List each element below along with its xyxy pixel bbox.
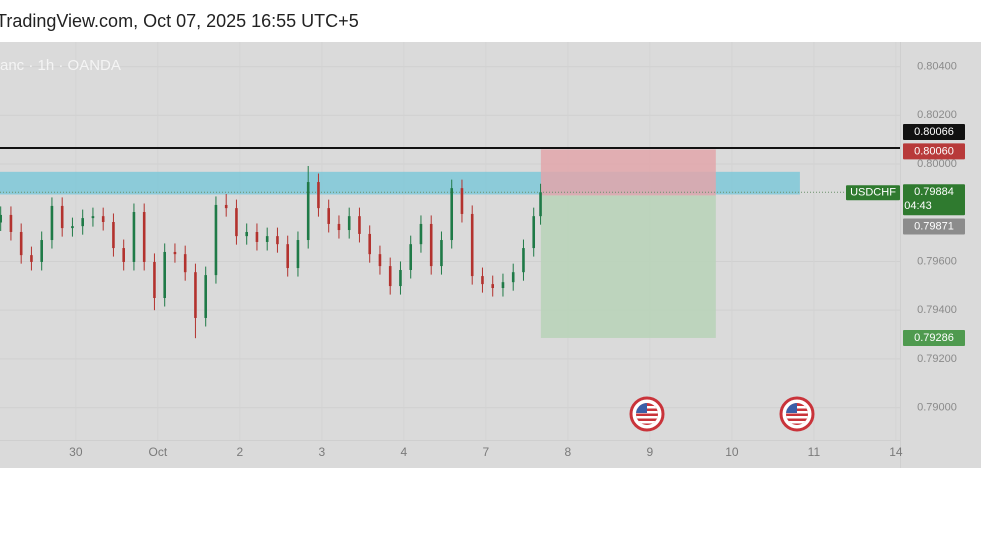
- x-tick-label: 10: [725, 445, 739, 459]
- target-box: [540, 195, 716, 338]
- x-tick-label: 9: [647, 445, 654, 459]
- x-tick-label: 2: [237, 445, 244, 459]
- candle-body: [50, 205, 54, 241]
- candle-body: [286, 244, 289, 269]
- candle-body: [214, 204, 218, 276]
- y-tick-label: 0.79400: [917, 304, 957, 316]
- candle-body: [327, 208, 331, 224]
- candle-body: [419, 223, 423, 245]
- x-tick-label: 7: [483, 445, 490, 459]
- candle-body: [173, 251, 177, 255]
- candle-body: [368, 233, 372, 255]
- candle-body: [276, 236, 279, 245]
- candle-body: [224, 204, 228, 209]
- countdown-label: 04:43: [904, 200, 932, 212]
- candle-body: [194, 272, 197, 318]
- x-tick-label: 11: [808, 445, 821, 459]
- price-tag-label: 0.79884: [914, 186, 954, 198]
- candle-body: [153, 261, 156, 298]
- candle-body: [306, 182, 310, 241]
- x-tick-label: 14: [889, 445, 903, 459]
- price-tag: [903, 329, 965, 346]
- x-tick-label: 30: [69, 445, 83, 459]
- candle-body: [30, 255, 33, 262]
- price-tag: [903, 218, 965, 235]
- candle-body: [81, 218, 84, 227]
- x-tick-label: 3: [319, 445, 326, 459]
- chart-title: anc · 1h · OANDA: [0, 57, 121, 74]
- candle-body: [91, 216, 95, 219]
- candle-body: [255, 231, 259, 242]
- candle-body: [265, 236, 269, 242]
- candle-body: [163, 251, 166, 298]
- price-tag: [903, 184, 965, 216]
- candle-body: [101, 216, 105, 223]
- y-tick-label: 0.80000: [917, 158, 957, 170]
- price-tag: [903, 143, 965, 160]
- price-tag-label: 0.80066: [914, 126, 954, 138]
- candle-body: [112, 222, 115, 249]
- candle-body: [245, 231, 248, 237]
- candle-body: [142, 212, 146, 262]
- event-icon[interactable]: [629, 396, 665, 432]
- candle-body: [511, 272, 515, 283]
- candle-body: [399, 269, 402, 287]
- price-tag-label: 0.80060: [914, 145, 954, 157]
- price-tag-label: 0.79286: [914, 332, 954, 344]
- candle-body: [337, 223, 341, 231]
- candle-body: [429, 223, 433, 267]
- y-tick-label: 0.79200: [917, 353, 957, 365]
- candle-body: [460, 188, 464, 214]
- candle-body: [0, 214, 2, 223]
- y-tick-label: 0.80200: [917, 109, 957, 121]
- event-icon[interactable]: [779, 396, 815, 432]
- y-tick-label: 0.79000: [917, 402, 957, 414]
- candle-body: [532, 216, 536, 249]
- candle-body: [183, 254, 187, 273]
- x-tick-label: 8: [565, 445, 572, 459]
- candle-body: [296, 240, 300, 269]
- candle-body: [358, 216, 361, 234]
- stop-box: [540, 149, 716, 196]
- candle-body: [388, 266, 392, 287]
- candle-body: [481, 276, 484, 285]
- candle-body: [19, 231, 23, 256]
- candle-body: [378, 254, 382, 267]
- candle-body: [204, 275, 207, 318]
- candle-body: [317, 182, 320, 209]
- candle-body: [347, 216, 351, 231]
- candle-body: [235, 208, 238, 237]
- candle-body: [539, 192, 542, 217]
- candle-body: [132, 212, 136, 262]
- candle-body: [122, 248, 125, 262]
- candle-body: [450, 188, 454, 241]
- candle-body: [409, 244, 413, 270]
- candle-body: [491, 284, 495, 289]
- candle-body: [501, 282, 505, 289]
- chart-panel: [0, 42, 981, 468]
- price-tag: [903, 123, 965, 140]
- candle-body: [40, 240, 43, 262]
- candle-body: [9, 214, 13, 232]
- header: TradingView.com, Oct 07, 2025 16:55 UTC+…: [0, 11, 359, 31]
- symbol-tag: [846, 185, 900, 201]
- candle-body: [440, 240, 443, 267]
- candle-body: [71, 226, 74, 229]
- price-tag-label: 0.79871: [914, 220, 954, 232]
- y-tick-label: 0.79600: [917, 255, 957, 267]
- candle-body: [522, 248, 525, 273]
- candle-body: [470, 213, 474, 277]
- y-tick-label: 0.80400: [917, 61, 957, 73]
- symbol-label: USDCHF: [850, 187, 896, 199]
- candle-body: [60, 205, 64, 229]
- x-tick-label: 4: [401, 445, 408, 459]
- x-tick-label: Oct: [149, 445, 168, 459]
